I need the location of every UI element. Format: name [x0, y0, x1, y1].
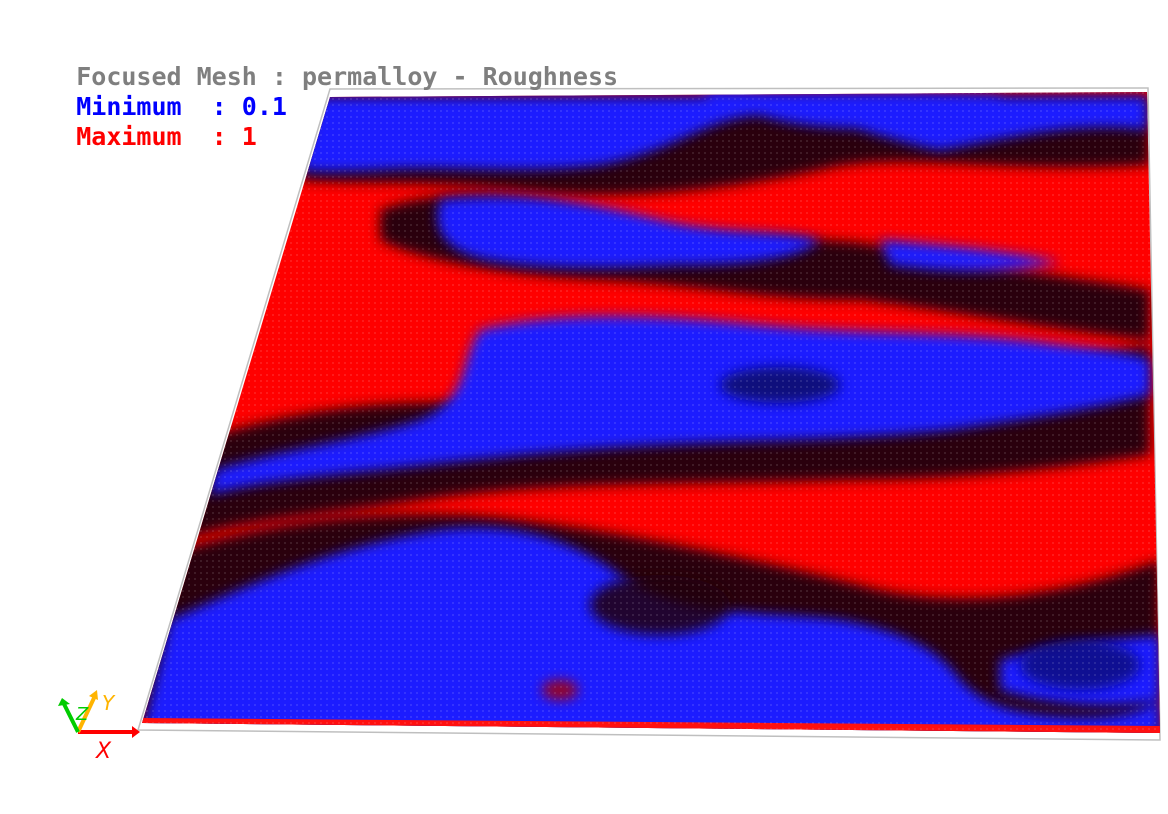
y-axis-arrow: [89, 690, 98, 700]
maximum-value: 1: [241, 122, 257, 151]
minimum-readout: Minimum : 0.1: [16, 62, 287, 152]
z-axis-arrow: [58, 698, 70, 706]
z-axis-label: Z: [75, 704, 89, 725]
z-axis-line: [62, 703, 80, 733]
minimum-value: 0.1: [241, 92, 287, 121]
mesh-title-text: Focused Mesh : permalloy - Roughness: [76, 62, 619, 91]
minimum-label: Minimum :: [76, 92, 242, 121]
y-axis-line: [76, 697, 96, 733]
x-axis-label: X: [95, 739, 112, 764]
mesh-title: Focused Mesh : permalloy - Roughness: [16, 32, 618, 122]
maximum-readout: Maximum : 1: [16, 92, 257, 182]
mesh-outline: [136, 87, 1161, 741]
y-axis-label: Y: [102, 691, 116, 715]
maximum-label: Maximum :: [76, 122, 242, 151]
mesh-grid: [142, 92, 1160, 733]
axes-triad: X Y Z: [58, 690, 140, 764]
x-axis-arrow: [132, 726, 140, 738]
